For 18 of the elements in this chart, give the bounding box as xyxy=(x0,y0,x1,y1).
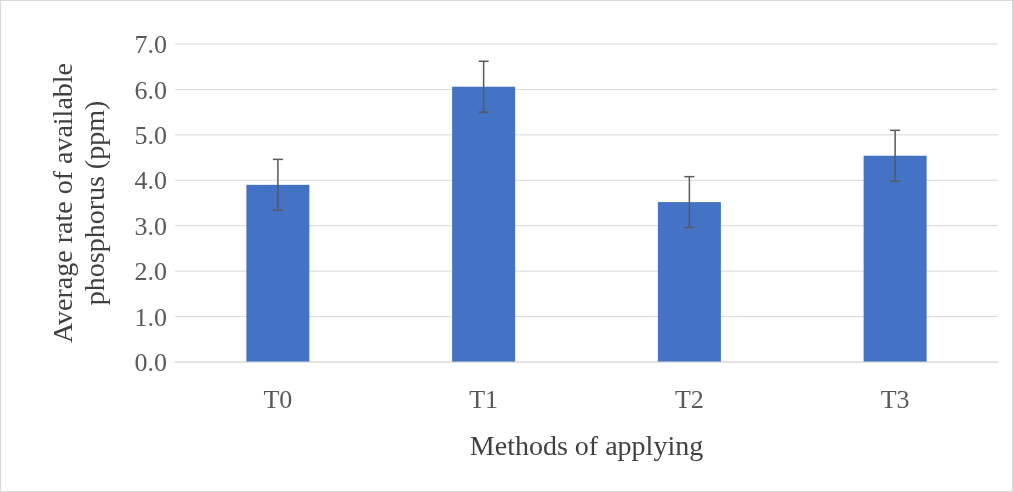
y-tick-label: 4.0 xyxy=(134,166,167,196)
y-tick-label: 0.0 xyxy=(134,348,167,378)
y-tick-label: 1.0 xyxy=(134,302,167,332)
bar xyxy=(246,184,310,362)
bar xyxy=(452,86,516,362)
x-tick-label: T2 xyxy=(674,385,704,414)
x-tick-label: T3 xyxy=(880,385,910,414)
y-tick-label: 5.0 xyxy=(134,120,167,150)
bar xyxy=(657,202,721,362)
y-tick-label: 2.0 xyxy=(134,257,167,287)
x-axis-title: Methods of applying xyxy=(469,430,704,461)
y-tick-label: 6.0 xyxy=(134,75,167,105)
y-axis-title: Average rate of available phosphorus (ppm) xyxy=(47,62,110,344)
x-tick-label: T1 xyxy=(469,385,499,414)
bar xyxy=(863,155,927,362)
y-tick-label: 3.0 xyxy=(134,211,167,241)
x-tick-label: T0 xyxy=(263,385,293,414)
y-tick-label: 7.0 xyxy=(134,30,167,60)
